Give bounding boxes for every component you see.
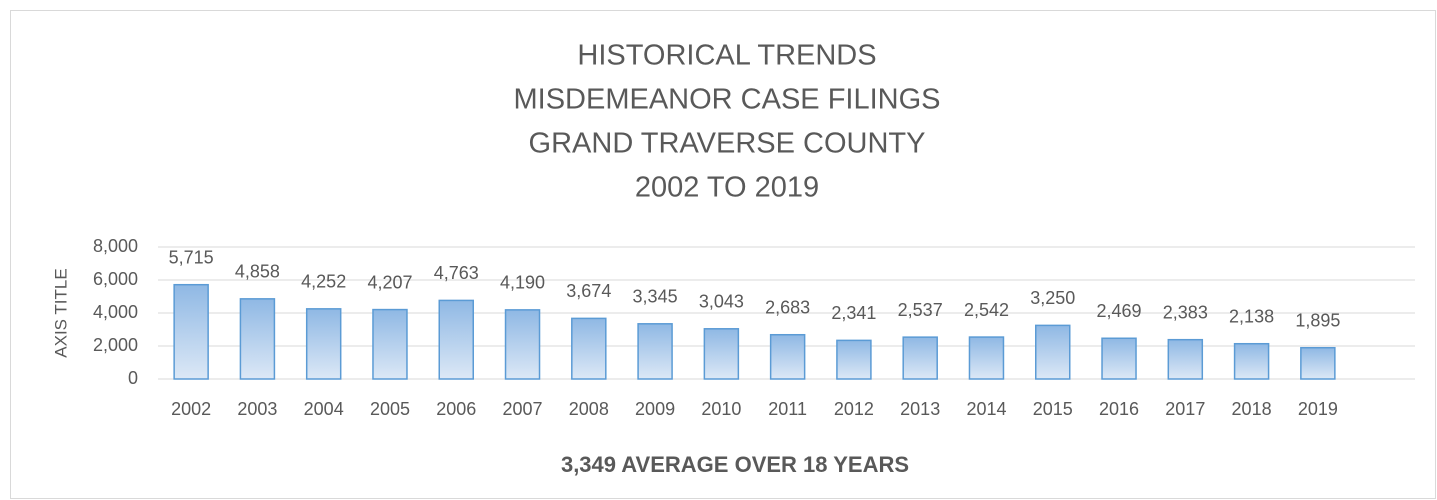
x-tick-label: 2017: [1165, 399, 1205, 419]
bar: [438, 299, 474, 380]
data-label: 3,043: [699, 292, 744, 312]
bar: [504, 309, 541, 380]
data-label: 2,469: [1097, 301, 1142, 321]
x-tick-label: 2005: [370, 399, 410, 419]
data-label: 1,895: [1295, 310, 1340, 330]
x-tick-label: 2004: [304, 399, 344, 419]
bar: [1167, 338, 1204, 380]
data-label: 3,674: [566, 281, 611, 301]
x-tick-label: 2006: [436, 399, 476, 419]
y-tick-label: 4,000: [93, 302, 138, 322]
x-tick-label: 2010: [701, 399, 741, 419]
x-tick-label: 2002: [171, 399, 211, 419]
bar: [703, 328, 740, 380]
y-tick-label: 0: [128, 368, 138, 388]
x-tick-label: 2018: [1232, 399, 1272, 419]
data-label: 4,207: [367, 272, 412, 292]
chart-title: GRAND TRAVERSE COUNTY: [529, 128, 926, 160]
data-label: 4,763: [434, 263, 479, 283]
bar: [173, 283, 209, 380]
chart-title: HISTORICAL TRENDS: [577, 40, 876, 72]
y-tick-label: 2,000: [93, 335, 138, 355]
bar: [968, 336, 1005, 380]
x-tick-label: 2019: [1298, 399, 1338, 419]
x-tick-label: 2015: [1033, 399, 1073, 419]
y-tick-label: 6,000: [93, 269, 138, 289]
bar: [571, 317, 607, 380]
data-label: 2,383: [1163, 302, 1208, 322]
bar: [902, 336, 938, 380]
x-tick-label: 2003: [237, 399, 277, 419]
x-tick-label: 2016: [1099, 399, 1139, 419]
bar: [836, 339, 872, 380]
x-tick-label: 2007: [503, 399, 543, 419]
bar: [769, 333, 806, 380]
x-tick-label: 2013: [900, 399, 940, 419]
data-label: 5,715: [169, 247, 214, 267]
bar: [1300, 346, 1336, 380]
data-label: 4,858: [235, 262, 280, 282]
bar: [305, 308, 342, 380]
y-tick-label: 8,000: [93, 236, 138, 256]
data-label: 2,537: [898, 300, 943, 320]
x-axis-title: 3,349 AVERAGE OVER 18 YEARS: [561, 452, 909, 477]
data-label: 4,252: [301, 272, 346, 292]
bar: [637, 323, 673, 380]
chart-frame: [10, 10, 1436, 499]
data-label: 3,250: [1030, 288, 1075, 308]
bar: [372, 308, 408, 380]
bar: [1101, 337, 1137, 380]
y-axis-title: AXIS TITLE: [51, 268, 70, 357]
x-tick-label: 2009: [635, 399, 675, 419]
x-tick-label: 2008: [569, 399, 609, 419]
data-label: 2,341: [831, 303, 876, 323]
bar: [1035, 324, 1071, 380]
data-label: 2,542: [964, 300, 1009, 320]
data-label: 2,683: [765, 297, 810, 317]
data-label: 2,138: [1229, 306, 1274, 326]
data-label: 3,345: [633, 287, 678, 307]
chart-title: MISDEMEANOR CASE FILINGS: [513, 84, 940, 116]
x-tick-label: 2014: [966, 399, 1006, 419]
x-tick-label: 2011: [768, 399, 807, 419]
bar: [1233, 342, 1270, 380]
data-label: 4,190: [500, 273, 545, 293]
bar: [239, 298, 276, 380]
chart-title: 2002 TO 2019: [635, 172, 819, 204]
x-tick-label: 2012: [834, 399, 874, 419]
